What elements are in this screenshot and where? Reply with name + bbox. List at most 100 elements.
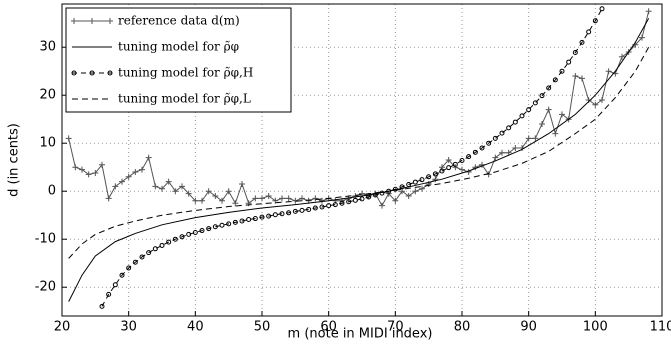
marker	[352, 197, 358, 203]
marker	[392, 186, 398, 192]
marker	[379, 202, 385, 209]
marker	[359, 196, 365, 202]
marker	[586, 29, 592, 35]
marker	[639, 34, 645, 41]
x-tick-label: 60	[320, 320, 337, 335]
series	[99, 6, 605, 309]
marker	[379, 190, 385, 196]
marker	[79, 166, 85, 173]
marker	[545, 106, 552, 113]
marker	[559, 111, 565, 118]
marker	[299, 207, 305, 213]
y-tick-label: 30	[39, 40, 56, 55]
marker	[132, 259, 138, 265]
marker	[199, 197, 205, 204]
marker	[99, 303, 105, 309]
marker	[272, 197, 279, 204]
x-tick-label: 100	[583, 320, 608, 335]
y-tick-label: 20	[39, 88, 56, 103]
marker	[412, 179, 418, 185]
marker	[472, 149, 478, 155]
marker	[499, 130, 505, 136]
marker	[272, 212, 278, 218]
marker	[525, 135, 532, 142]
marker	[292, 208, 298, 214]
y-axis-label: d (in cents)	[7, 123, 22, 197]
marker	[492, 135, 498, 141]
x-axis-label: m (note in MIDI index)	[288, 327, 433, 342]
marker	[132, 169, 139, 175]
marker	[219, 222, 225, 228]
marker	[412, 188, 419, 195]
legend-marker	[71, 18, 77, 24]
marker	[285, 195, 292, 202]
marker	[579, 39, 585, 45]
marker	[179, 183, 185, 190]
legend-marker	[89, 70, 95, 76]
marker	[85, 171, 92, 178]
x-tick-label: 30	[120, 320, 137, 335]
marker	[185, 190, 192, 197]
line	[101, 8, 603, 307]
legend-marker	[107, 18, 113, 24]
marker	[172, 188, 179, 195]
marker	[332, 202, 338, 208]
marker	[479, 145, 485, 151]
marker	[546, 85, 552, 91]
marker	[125, 173, 132, 180]
marker	[579, 75, 585, 82]
marker	[592, 18, 598, 24]
x-tick-label: 90	[520, 320, 537, 335]
marker	[239, 218, 245, 224]
marker	[452, 161, 458, 167]
marker	[126, 265, 132, 271]
marker	[339, 200, 345, 206]
marker	[232, 200, 239, 207]
marker	[105, 195, 112, 202]
marker	[599, 6, 605, 12]
legend-box	[65, 7, 292, 113]
marker	[259, 195, 265, 202]
marker	[152, 246, 158, 252]
marker	[112, 183, 119, 190]
marker	[599, 97, 605, 103]
legend-label: tuning model for ρ̃φ,L	[118, 92, 251, 106]
marker	[499, 149, 505, 156]
series	[68, 46, 650, 259]
marker	[512, 119, 518, 125]
marker	[246, 217, 252, 223]
marker	[212, 224, 218, 230]
marker	[645, 8, 652, 15]
marker	[326, 203, 332, 209]
marker	[459, 166, 465, 173]
marker	[312, 205, 318, 211]
marker	[452, 164, 459, 171]
marker	[572, 49, 578, 55]
marker	[252, 216, 258, 222]
marker	[619, 53, 625, 60]
marker	[532, 100, 538, 106]
marker	[472, 164, 479, 171]
marker	[466, 154, 472, 160]
marker	[559, 68, 565, 74]
series	[68, 18, 650, 302]
marker	[445, 157, 452, 163]
x-tick-label: 110	[650, 320, 671, 335]
legend-marker	[107, 70, 113, 76]
marker	[539, 93, 545, 99]
marker	[405, 193, 412, 199]
marker	[166, 239, 172, 245]
marker	[159, 185, 165, 192]
y-tick-label: -20	[35, 280, 56, 295]
legend-label: tuning model for ρ̃φ	[118, 40, 239, 54]
marker	[92, 169, 99, 176]
marker	[426, 174, 432, 180]
marker	[205, 188, 212, 195]
marker	[219, 197, 225, 204]
marker	[112, 282, 118, 288]
marker	[446, 165, 452, 171]
marker	[319, 204, 325, 210]
marker	[192, 229, 198, 235]
x-tick-label: 40	[187, 320, 204, 335]
